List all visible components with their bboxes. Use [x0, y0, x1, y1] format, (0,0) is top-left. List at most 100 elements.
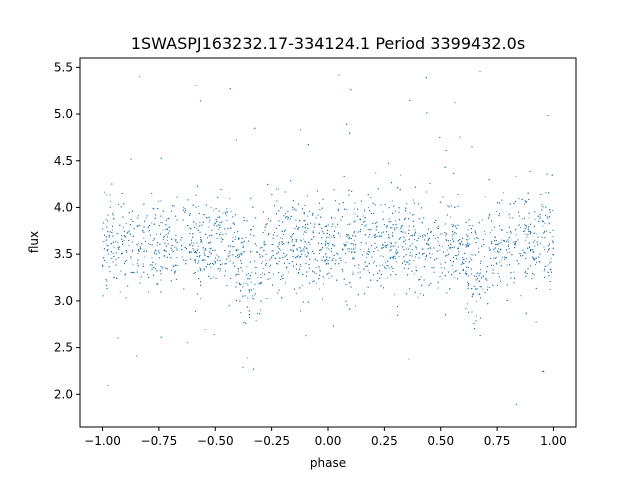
data-point — [450, 216, 452, 218]
data-point — [384, 261, 386, 263]
data-point — [471, 296, 473, 298]
data-point — [271, 194, 273, 196]
data-point — [269, 266, 271, 268]
data-point — [106, 220, 109, 222]
data-point — [454, 206, 456, 208]
data-point — [417, 296, 419, 298]
data-point — [198, 260, 200, 262]
data-point — [373, 260, 375, 262]
data-point — [305, 230, 307, 232]
data-point — [255, 245, 257, 247]
data-point — [251, 250, 253, 252]
data-point — [453, 271, 455, 273]
data-point — [478, 280, 480, 282]
data-point — [160, 336, 162, 338]
data-point — [462, 258, 464, 261]
data-point — [431, 253, 433, 255]
data-point — [532, 249, 534, 251]
data-point — [408, 248, 410, 250]
data-point — [219, 260, 221, 262]
data-point — [169, 230, 171, 232]
data-point — [425, 77, 427, 79]
data-point — [545, 192, 547, 194]
data-point — [542, 370, 544, 372]
data-point — [195, 194, 197, 196]
data-point — [496, 210, 498, 213]
data-point — [315, 282, 317, 284]
data-point — [528, 217, 530, 219]
data-point — [415, 246, 417, 248]
data-point — [272, 250, 274, 252]
data-point — [346, 209, 348, 211]
data-point — [200, 236, 202, 239]
data-point — [262, 261, 264, 263]
data-point — [215, 208, 217, 210]
data-point — [328, 236, 330, 238]
data-point — [216, 233, 218, 235]
data-point — [271, 250, 273, 252]
data-point — [518, 252, 521, 254]
data-point — [321, 259, 323, 261]
data-point — [456, 269, 458, 272]
data-point — [422, 294, 425, 296]
data-point — [237, 248, 239, 250]
data-point — [518, 198, 520, 200]
data-point — [158, 200, 160, 202]
data-point — [382, 264, 384, 266]
data-point — [158, 257, 161, 259]
data-point — [300, 129, 302, 131]
data-point — [261, 262, 263, 264]
data-point — [420, 292, 422, 295]
data-point — [404, 260, 406, 262]
data-point — [446, 249, 448, 251]
data-point — [363, 215, 365, 217]
data-point — [144, 256, 146, 258]
data-point — [321, 230, 323, 232]
data-point — [541, 204, 543, 206]
data-point — [201, 259, 203, 261]
data-point — [222, 233, 224, 235]
data-point — [277, 188, 280, 190]
data-point — [153, 238, 155, 240]
data-point — [504, 256, 506, 258]
data-point — [168, 217, 170, 219]
data-point — [438, 244, 441, 246]
data-point — [439, 249, 441, 251]
data-point — [128, 230, 130, 232]
data-point — [329, 234, 331, 236]
data-point — [196, 227, 198, 229]
data-point — [445, 235, 447, 237]
data-point — [307, 227, 309, 230]
chart-title: 1SWASPJ163232.17-334124.1 Period 3399432… — [131, 34, 525, 53]
data-point — [322, 231, 324, 233]
data-point — [375, 265, 377, 267]
data-point — [143, 249, 145, 251]
data-point — [380, 285, 382, 287]
data-point — [217, 228, 219, 230]
data-point — [111, 229, 113, 231]
data-point — [478, 247, 480, 249]
data-point — [107, 249, 109, 251]
data-point — [531, 249, 533, 251]
data-point — [280, 249, 282, 251]
data-point — [337, 253, 339, 255]
data-point — [310, 222, 312, 224]
data-point — [240, 267, 242, 269]
data-point — [198, 252, 200, 254]
data-point — [189, 232, 191, 235]
data-point — [390, 249, 393, 251]
data-point — [200, 269, 202, 271]
data-point — [308, 210, 310, 212]
data-point — [166, 239, 168, 241]
data-point — [240, 312, 242, 314]
data-point — [254, 283, 256, 285]
data-point — [456, 227, 458, 230]
data-point — [490, 220, 493, 222]
data-point — [251, 271, 253, 273]
data-point — [183, 209, 185, 211]
data-point — [492, 269, 494, 271]
data-point — [469, 257, 471, 259]
data-point — [258, 283, 260, 285]
data-point — [424, 258, 426, 260]
data-point — [475, 315, 478, 317]
